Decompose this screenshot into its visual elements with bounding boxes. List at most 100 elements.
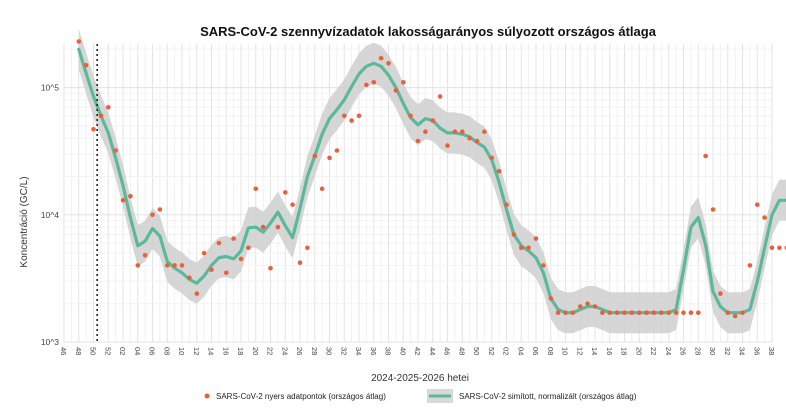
x-tick-label: 14 (590, 347, 599, 355)
raw-point (651, 310, 657, 316)
raw-point (76, 39, 82, 44)
raw-point (187, 275, 192, 281)
x-tick-label: 16 (605, 347, 614, 355)
y-tick-label: 10^3 (41, 337, 59, 347)
raw-point (216, 240, 222, 246)
raw-point (408, 113, 413, 119)
x-tick-label: 36 (369, 347, 378, 355)
raw-point (563, 310, 568, 316)
raw-point (718, 291, 723, 296)
x-tick-label: 06 (531, 347, 540, 355)
x-tick-label: 50 (472, 347, 481, 355)
raw-point (305, 245, 310, 251)
x-tick-label: 46 (443, 347, 452, 355)
raw-point (732, 313, 738, 319)
raw-point (688, 310, 694, 316)
raw-point (703, 153, 708, 159)
raw-point (681, 310, 686, 316)
raw-point (386, 61, 391, 66)
raw-point (548, 296, 554, 301)
raw-point (769, 245, 775, 251)
raw-point (592, 304, 598, 309)
raw-point (659, 310, 664, 316)
raw-point (349, 118, 354, 123)
y-tick-labels: 10^3 10^4 10^5 (41, 83, 59, 347)
x-tick-label: 38 (384, 347, 393, 355)
x-tick-label: 38 (767, 347, 776, 355)
raw-point (275, 224, 281, 230)
raw-point (519, 245, 524, 251)
raw-point (614, 310, 620, 316)
raw-point (319, 186, 325, 192)
x-tick-label: 20 (251, 347, 260, 355)
raw-point (113, 148, 118, 153)
raw-point (570, 310, 576, 316)
legend: SARS-CoV-2 nyers adatpontok (országos át… (204, 389, 637, 403)
raw-point (762, 215, 767, 220)
x-tick-label: 32 (339, 347, 348, 355)
raw-point (629, 310, 635, 316)
x-tick-label: 10 (177, 347, 186, 355)
x-tick-label: 40 (398, 347, 407, 355)
y-axis-label: Koncentráció (GC/L) (19, 176, 30, 267)
raw-point (98, 113, 104, 119)
raw-point (460, 129, 465, 134)
raw-point (364, 82, 369, 88)
raw-point (489, 155, 495, 161)
raw-point (150, 212, 155, 218)
raw-point (238, 256, 244, 262)
x-tick-label: 50 (89, 347, 98, 355)
x-tick-label: 08 (546, 347, 555, 355)
raw-point (378, 55, 384, 61)
raw-point (142, 253, 148, 258)
raw-point (467, 135, 472, 141)
raw-point (91, 127, 96, 132)
x-tick-label: 20 (634, 347, 643, 355)
raw-point (578, 304, 583, 309)
raw-point (445, 143, 450, 148)
raw-point (356, 113, 362, 119)
x-tick-label: 30 (708, 347, 717, 355)
x-tick-label: 48 (74, 347, 83, 355)
raw-point (725, 310, 731, 316)
raw-point (260, 224, 266, 230)
x-tick-label: 18 (236, 347, 245, 355)
raw-point (423, 129, 428, 134)
y-tick-label: 10^4 (41, 210, 59, 220)
raw-point (696, 310, 701, 316)
x-tick-label: 16 (221, 347, 230, 355)
smooth-band (78, 28, 786, 334)
raw-point (637, 310, 642, 316)
x-tick-label: 02 (118, 347, 127, 355)
raw-point (541, 263, 546, 268)
raw-point (268, 265, 273, 271)
x-tick-label: 28 (693, 347, 702, 355)
confidence-band (78, 28, 786, 334)
raw-point (371, 80, 377, 85)
raw-point (600, 310, 605, 316)
raw-point (437, 94, 443, 99)
x-tick-label: 46 (59, 347, 68, 355)
raw-point (135, 263, 141, 268)
raw-point (622, 310, 627, 316)
x-tick-label: 28 (310, 347, 319, 355)
raw-point (297, 260, 303, 266)
raw-point (253, 186, 259, 192)
x-tick-label: 22 (266, 347, 275, 355)
y-tick-label: 10^5 (41, 83, 59, 93)
raw-point (607, 310, 613, 316)
raw-point (312, 153, 318, 159)
x-tick-label: 52 (103, 347, 112, 355)
x-tick-label: 04 (516, 347, 525, 355)
raw-point (644, 310, 649, 316)
x-tick-label: 12 (192, 347, 201, 355)
raw-point (401, 80, 406, 85)
raw-point (224, 270, 229, 276)
raw-point (342, 113, 347, 119)
raw-point (710, 207, 716, 212)
x-tick-label: 44 (428, 347, 437, 355)
raw-point (201, 250, 207, 256)
x-tick-label: 24 (664, 347, 673, 355)
x-tick-label: 48 (457, 347, 466, 355)
raw-point (283, 190, 288, 195)
